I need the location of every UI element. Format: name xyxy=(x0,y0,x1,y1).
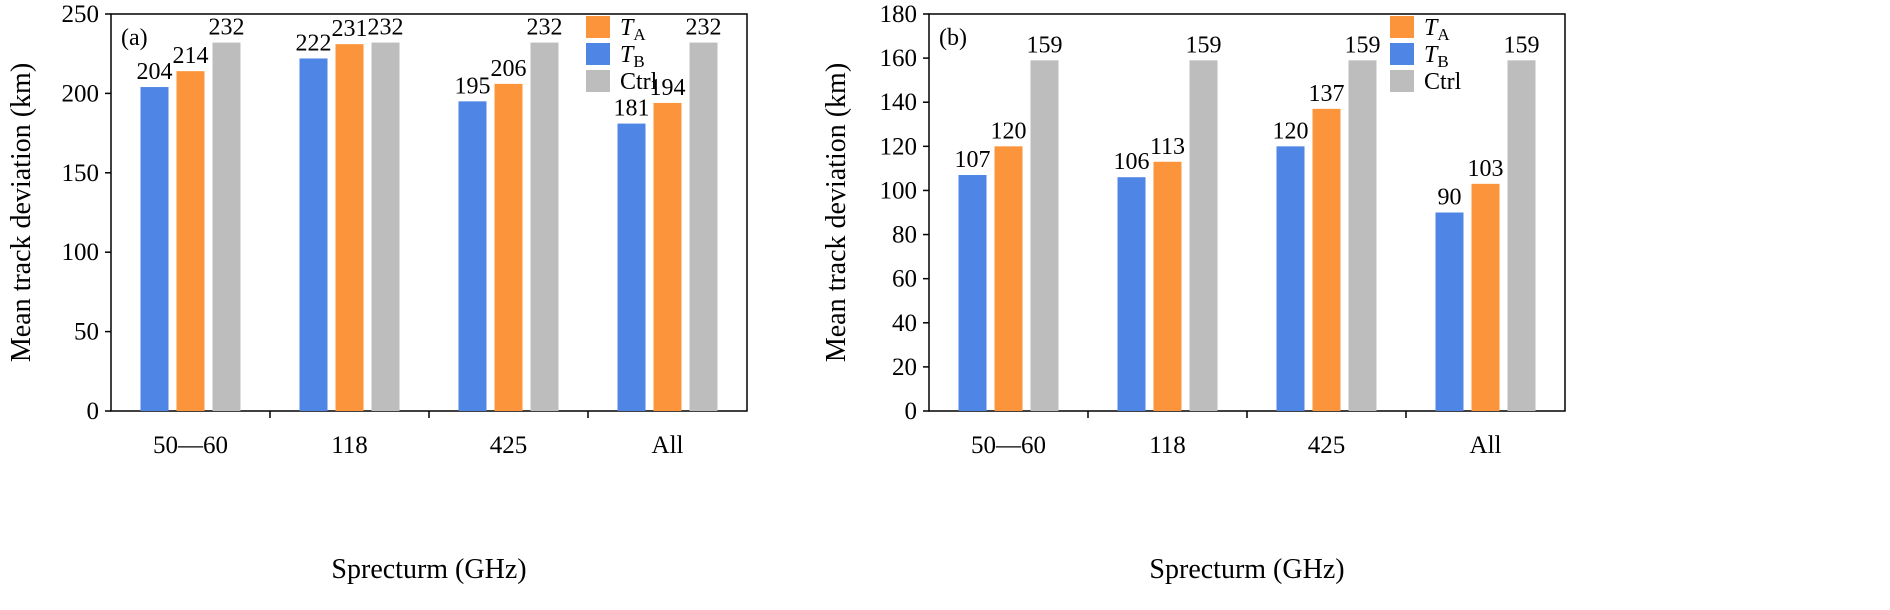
panel-label: (b) xyxy=(939,25,967,51)
bar-tb xyxy=(140,87,169,411)
bar-ta xyxy=(1312,108,1341,411)
bar-tb xyxy=(458,101,487,411)
bar-ta xyxy=(994,146,1023,412)
bar-value-label: 103 xyxy=(1468,156,1504,182)
bar-ta xyxy=(1471,183,1500,411)
bar-value-label: 90 xyxy=(1438,185,1462,211)
y-tick-label: 100 xyxy=(62,239,100,266)
bar-value-label: 214 xyxy=(173,43,209,69)
y-tick-label: 100 xyxy=(880,177,918,204)
y-tick-label: 60 xyxy=(892,266,917,293)
bar-value-label: 232 xyxy=(209,15,245,41)
y-tick-label: 200 xyxy=(62,80,100,107)
bar-value-label: 232 xyxy=(527,15,563,41)
bar-value-label: 206 xyxy=(491,56,527,82)
bar-value-label: 120 xyxy=(991,118,1027,144)
bar-value-label: 231 xyxy=(332,16,368,42)
x-axis-title: Sprecturm (GHz) xyxy=(331,554,526,585)
bar-ctrl xyxy=(212,42,241,412)
chart-panel-b: 02040608010012014016018050—6010712015911… xyxy=(821,1,1566,585)
y-axis-title: Mean track deviation (km) xyxy=(821,63,852,362)
legend-swatch-ta xyxy=(586,16,610,38)
bar-ta xyxy=(1153,161,1182,411)
legend-swatch-ctrl xyxy=(1390,70,1414,92)
bar-value-label: 194 xyxy=(650,75,686,101)
legend-label-ctrl: Ctrl xyxy=(620,69,658,95)
y-tick-label: 0 xyxy=(905,398,918,425)
bar-value-label: 159 xyxy=(1504,32,1540,58)
y-axis-title: Mean track deviation (km) xyxy=(6,63,37,362)
bar-ctrl xyxy=(1348,60,1377,412)
x-tick-label: All xyxy=(1470,432,1502,459)
bar-value-label: 120 xyxy=(1273,118,1309,144)
y-tick-label: 140 xyxy=(880,89,918,116)
bar-value-label: 107 xyxy=(955,147,991,173)
y-tick-label: 0 xyxy=(87,398,100,425)
bar-tb xyxy=(617,123,646,412)
bar-ta xyxy=(494,83,523,411)
legend-swatch-ctrl xyxy=(586,70,610,92)
panel-label: (a) xyxy=(121,25,148,51)
bar-value-label: 181 xyxy=(614,96,650,122)
legend-label-tb: TB xyxy=(1424,42,1449,71)
bar-ta xyxy=(176,71,205,411)
bar-ctrl xyxy=(530,42,559,412)
y-tick-label: 40 xyxy=(892,310,917,337)
bar-value-label: 159 xyxy=(1345,32,1381,58)
bar-value-label: 204 xyxy=(137,59,173,85)
x-axis-title: Sprecturm (GHz) xyxy=(1149,554,1344,585)
bar-ctrl xyxy=(1189,60,1218,412)
x-tick-label: 118 xyxy=(1149,432,1186,459)
bar-value-label: 222 xyxy=(296,30,332,56)
y-tick-label: 150 xyxy=(62,160,100,187)
y-tick-label: 180 xyxy=(880,1,918,28)
legend-swatch-tb xyxy=(1390,43,1414,65)
bar-tb xyxy=(1117,177,1146,411)
bar-ctrl xyxy=(371,42,400,412)
x-tick-label: All xyxy=(652,432,684,459)
y-tick-label: 80 xyxy=(892,222,917,249)
bar-ctrl xyxy=(1030,60,1059,412)
y-tick-label: 160 xyxy=(880,45,918,72)
bar-tb xyxy=(1435,212,1464,411)
bar-value-label: 195 xyxy=(455,73,491,99)
y-tick-label: 50 xyxy=(74,319,99,346)
bar-tb xyxy=(1276,146,1305,412)
bar-value-label: 113 xyxy=(1150,134,1185,160)
plot-frame xyxy=(928,13,1566,412)
x-tick-label: 50—60 xyxy=(153,432,228,459)
bar-value-label: 159 xyxy=(1186,32,1222,58)
x-tick-label: 50—60 xyxy=(971,432,1046,459)
legend-swatch-tb xyxy=(586,43,610,65)
bar-tb xyxy=(958,175,987,411)
bar-ctrl xyxy=(1507,60,1536,412)
legend-label-ta: TA xyxy=(1424,15,1450,44)
legend-swatch-ta xyxy=(1390,16,1414,38)
legend-label-ctrl: Ctrl xyxy=(1424,69,1462,95)
y-tick-label: 120 xyxy=(880,133,918,160)
bar-ta xyxy=(335,44,364,412)
bar-value-label: 106 xyxy=(1114,149,1150,175)
bar-value-label: 232 xyxy=(686,15,722,41)
legend-label-tb: TB xyxy=(620,42,645,71)
x-tick-label: 425 xyxy=(490,432,528,459)
legend-label-ta: TA xyxy=(620,15,646,44)
bar-value-label: 232 xyxy=(368,15,404,41)
bar-value-label: 137 xyxy=(1309,81,1345,107)
x-tick-label: 425 xyxy=(1308,432,1346,459)
bar-ta xyxy=(653,102,682,411)
bar-value-label: 159 xyxy=(1027,32,1063,58)
bar-tb xyxy=(299,58,328,412)
y-tick-label: 20 xyxy=(892,354,917,381)
bar-ctrl xyxy=(689,42,718,412)
y-tick-label: 250 xyxy=(62,1,100,28)
x-tick-label: 118 xyxy=(331,432,368,459)
